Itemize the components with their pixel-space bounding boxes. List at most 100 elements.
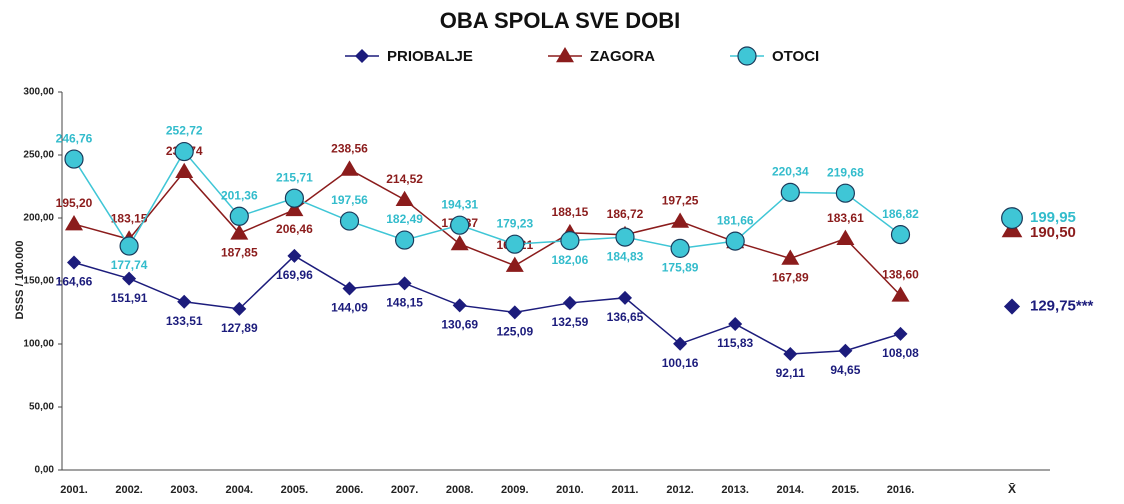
marker	[891, 286, 910, 302]
data-label: 188,15	[552, 205, 589, 219]
marker	[893, 326, 908, 341]
marker	[67, 255, 81, 270]
data-label: 238,56	[331, 142, 368, 156]
y-tick-label: 150,00	[23, 276, 54, 287]
x-tick-label: 2006.	[336, 484, 364, 496]
data-label: 219,68	[827, 165, 864, 179]
series-line	[73, 150, 901, 250]
x-tick-label: 2012.	[666, 484, 694, 496]
x-tick-label: 2009.	[501, 484, 529, 496]
marker	[340, 160, 359, 176]
y-tick-label: 0,00	[35, 465, 55, 476]
data-label: 220,34	[772, 165, 809, 179]
marker	[670, 238, 690, 258]
y-tick-label: 250,00	[23, 150, 54, 161]
legend-label: ZAGORA	[590, 48, 655, 65]
data-label: 164,66	[56, 275, 93, 289]
marker	[64, 149, 84, 169]
data-label: 115,83	[717, 336, 753, 350]
marker	[560, 231, 580, 251]
x-tick-label: 2005.	[281, 484, 309, 496]
x-tick-label: 2013.	[721, 484, 749, 496]
data-label: 197,56	[331, 193, 368, 207]
data-label: 130,69	[441, 318, 478, 332]
data-label: 195,20	[56, 196, 93, 210]
marker	[783, 346, 798, 361]
marker	[339, 211, 360, 231]
x-tick-label: 2016.	[887, 484, 915, 496]
data-label: 186,72	[607, 207, 644, 221]
data-label: 169,96	[276, 268, 313, 282]
marker	[615, 227, 635, 247]
marker	[175, 162, 194, 179]
data-label: 127,89	[221, 321, 258, 335]
marker	[284, 188, 304, 208]
mean-label: 190,50	[1030, 224, 1076, 241]
x-tick-label: 2003.	[170, 484, 198, 496]
data-label: 186,82	[882, 207, 919, 221]
data-label: 179,23	[496, 216, 533, 230]
data-label: 183,15	[111, 211, 148, 225]
data-label: 182,49	[386, 212, 423, 226]
data-label: 184,83	[607, 249, 644, 263]
marker	[780, 182, 800, 202]
y-tick-label: 300,00	[23, 87, 54, 98]
data-label: 108,08	[882, 346, 919, 360]
marker	[287, 248, 302, 263]
marker	[395, 190, 414, 207]
marker	[174, 141, 194, 162]
data-label: 144,09	[331, 301, 368, 315]
x-tick-label: 2001.	[60, 484, 88, 496]
data-label: 151,91	[111, 291, 148, 305]
marker	[781, 249, 800, 265]
marker	[562, 295, 577, 310]
data-label: 206,46	[276, 222, 313, 236]
marker	[836, 229, 855, 245]
marker	[835, 183, 856, 203]
data-label: 100,16	[662, 356, 699, 370]
mean-label: 199,95	[1030, 209, 1076, 226]
marker	[618, 290, 632, 305]
marker	[452, 298, 467, 313]
marker	[285, 200, 304, 217]
marker	[177, 294, 192, 309]
x-tick-label: 2007.	[391, 484, 419, 496]
data-label: 201,36	[221, 188, 258, 202]
marker	[1003, 298, 1021, 315]
data-label: 175,89	[662, 261, 699, 275]
x-tick-label: 2014.	[777, 484, 805, 496]
data-label: 197,25	[662, 194, 699, 208]
x-tick-label: X̄	[1008, 482, 1016, 496]
x-tick-label: 2008.	[446, 484, 474, 496]
marker	[725, 231, 745, 251]
marker	[671, 212, 690, 228]
marker	[673, 336, 688, 351]
marker	[737, 46, 757, 66]
x-tick-label: 2015.	[832, 484, 860, 496]
y-axis-label: DSSS / 100.000	[14, 241, 26, 320]
marker	[342, 281, 357, 296]
data-label: 167,89	[772, 271, 809, 285]
marker	[232, 301, 247, 316]
chart-title: OBA SPOLA SVE DOBI	[440, 8, 680, 33]
data-label: 187,85	[221, 245, 258, 259]
legend-label: PRIOBALJE	[387, 48, 473, 65]
data-label: 94,65	[830, 363, 860, 377]
x-tick-label: 2002.	[115, 484, 143, 496]
marker	[229, 206, 249, 226]
series-line	[73, 168, 902, 296]
marker	[230, 224, 249, 240]
marker	[1001, 207, 1023, 230]
marker	[119, 236, 139, 256]
marker	[450, 215, 470, 235]
y-tick-label: 100,00	[23, 339, 54, 350]
legend-label: OTOCI	[772, 48, 819, 65]
y-tick-label: 50,00	[29, 402, 54, 413]
marker	[556, 47, 574, 63]
x-tick-label: 2004.	[226, 484, 254, 496]
marker	[890, 225, 911, 245]
series-line	[73, 254, 901, 355]
marker	[355, 49, 369, 63]
data-label: 138,60	[882, 268, 919, 282]
